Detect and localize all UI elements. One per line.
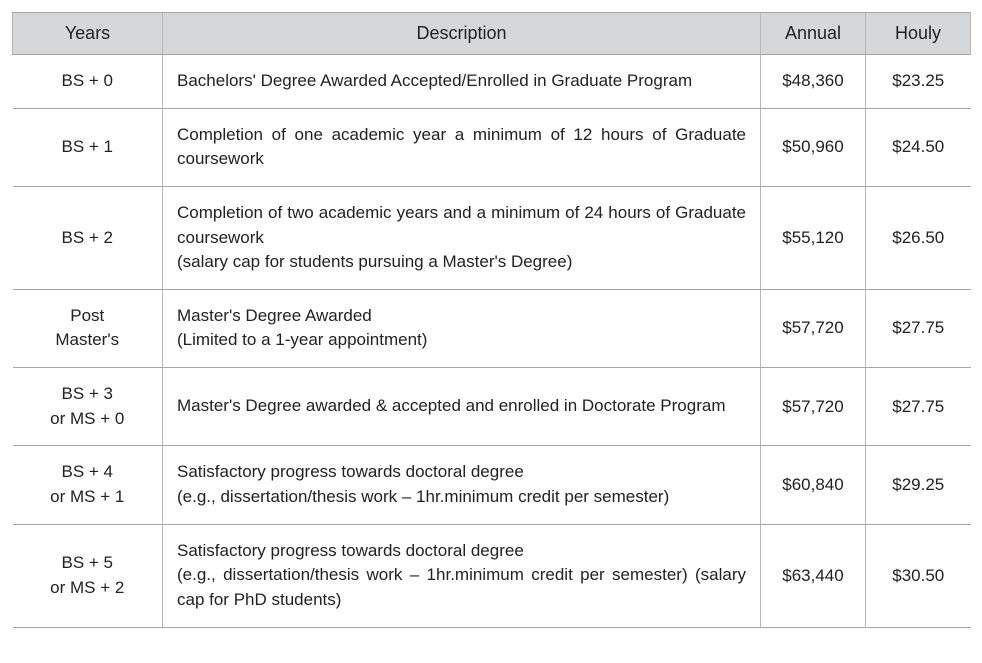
years-line-2: Master's	[27, 328, 149, 353]
page-container: Years Description Annual Houly BS + 0 Ba…	[0, 0, 982, 640]
desc-line-1: Bachelors' Degree Awarded Accepted/Enrol…	[177, 69, 746, 94]
salary-table: Years Description Annual Houly BS + 0 Ba…	[12, 12, 971, 628]
cell-description: Satisfactory progress towards doctoral d…	[163, 446, 761, 524]
desc-line-2: (e.g., dissertation/thesis work – 1hr.mi…	[177, 563, 746, 612]
table-body: BS + 0 Bachelors' Degree Awarded Accepte…	[13, 55, 971, 628]
years-line-1: BS + 4	[27, 460, 149, 485]
desc-line-1: Satisfactory progress towards doctoral d…	[177, 460, 746, 485]
cell-description: Master's Degree awarded & accepted and e…	[163, 368, 761, 446]
cell-years: BS + 1	[13, 108, 163, 186]
cell-hourly: $27.75	[866, 289, 971, 367]
desc-line-2: (e.g., dissertation/thesis work – 1hr.mi…	[177, 485, 746, 510]
cell-annual: $48,360	[761, 55, 866, 109]
cell-annual: $55,120	[761, 186, 866, 289]
cell-annual: $50,960	[761, 108, 866, 186]
cell-annual: $60,840	[761, 446, 866, 524]
cell-years: BS + 3 or MS + 0	[13, 368, 163, 446]
years-line-1: BS + 0	[27, 69, 149, 94]
cell-hourly: $23.25	[866, 55, 971, 109]
table-row: Post Master's Master's Degree Awarded (L…	[13, 289, 971, 367]
cell-hourly: $29.25	[866, 446, 971, 524]
years-line-1: BS + 5	[27, 551, 149, 576]
cell-annual: $57,720	[761, 368, 866, 446]
desc-line-2: (salary cap for students pursuing a Mast…	[177, 250, 746, 275]
years-line-2: or MS + 2	[27, 576, 149, 601]
years-line-1: BS + 3	[27, 382, 149, 407]
desc-line-1: Completion of one academic year a minimu…	[177, 123, 746, 172]
col-header-description: Description	[163, 13, 761, 55]
desc-line-1: Satisfactory progress towards doctoral d…	[177, 539, 746, 564]
cell-description: Master's Degree Awarded (Limited to a 1-…	[163, 289, 761, 367]
table-header: Years Description Annual Houly	[13, 13, 971, 55]
cell-description: Satisfactory progress towards doctoral d…	[163, 524, 761, 627]
table-row: BS + 0 Bachelors' Degree Awarded Accepte…	[13, 55, 971, 109]
col-header-annual: Annual	[761, 13, 866, 55]
cell-description: Completion of one academic year a minimu…	[163, 108, 761, 186]
cell-hourly: $24.50	[866, 108, 971, 186]
cell-annual: $57,720	[761, 289, 866, 367]
desc-line-2: (Limited to a 1-year appointment)	[177, 328, 746, 353]
years-line-2: or MS + 0	[27, 407, 149, 432]
cell-years: BS + 5 or MS + 2	[13, 524, 163, 627]
desc-line-1: Master's Degree awarded & accepted and e…	[177, 394, 746, 419]
desc-line-1: Completion of two academic years and a m…	[177, 201, 746, 250]
table-header-row: Years Description Annual Houly	[13, 13, 971, 55]
years-line-1: BS + 1	[27, 135, 149, 160]
cell-hourly: $26.50	[866, 186, 971, 289]
table-row: BS + 4 or MS + 1 Satisfactory progress t…	[13, 446, 971, 524]
cell-annual: $63,440	[761, 524, 866, 627]
table-row: BS + 5 or MS + 2 Satisfactory progress t…	[13, 524, 971, 627]
col-header-years: Years	[13, 13, 163, 55]
table-row: BS + 3 or MS + 0 Master's Degree awarded…	[13, 368, 971, 446]
years-line-2: or MS + 1	[27, 485, 149, 510]
col-header-hourly: Houly	[866, 13, 971, 55]
cell-years: BS + 4 or MS + 1	[13, 446, 163, 524]
cell-hourly: $27.75	[866, 368, 971, 446]
cell-description: Bachelors' Degree Awarded Accepted/Enrol…	[163, 55, 761, 109]
cell-description: Completion of two academic years and a m…	[163, 186, 761, 289]
cell-years: BS + 2	[13, 186, 163, 289]
table-row: BS + 1 Completion of one academic year a…	[13, 108, 971, 186]
years-line-1: BS + 2	[27, 226, 149, 251]
cell-years: Post Master's	[13, 289, 163, 367]
cell-years: BS + 0	[13, 55, 163, 109]
cell-hourly: $30.50	[866, 524, 971, 627]
desc-line-1: Master's Degree Awarded	[177, 304, 746, 329]
years-line-1: Post	[27, 304, 149, 329]
table-row: BS + 2 Completion of two academic years …	[13, 186, 971, 289]
